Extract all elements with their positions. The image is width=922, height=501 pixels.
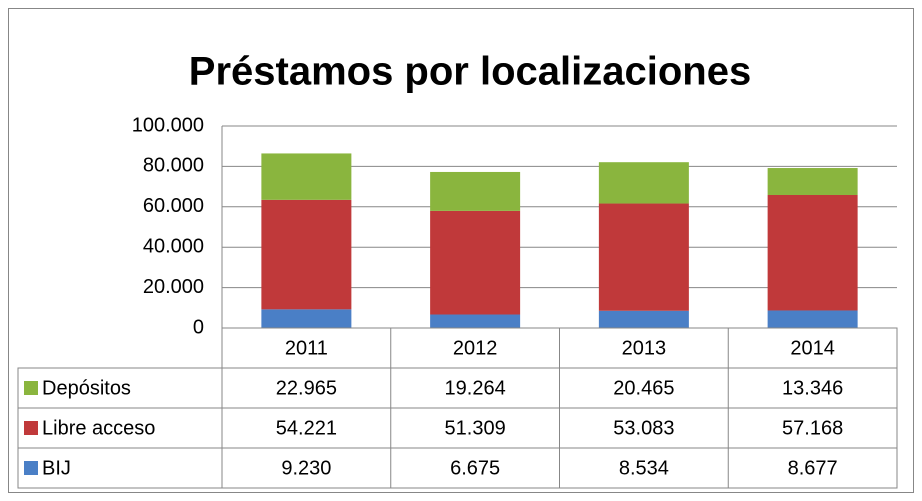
table-value: 20.465 [613,377,674,399]
table-value: 6.675 [450,457,500,479]
bar-segment [261,309,352,328]
bar-segment [767,168,858,195]
legend-label: BIJ [42,457,71,479]
y-tick-label: 80.000 [143,155,204,177]
bar-segment [430,210,521,315]
x-tick-label: 2011 [285,337,328,359]
bar-segment [430,171,521,211]
legend-label: Depósitos [42,377,131,399]
table-value: 8.677 [788,457,838,479]
legend-swatch [24,421,38,435]
y-tick-label: 20.000 [143,276,204,298]
table-value: 57.168 [782,417,843,439]
table-value: 13.346 [782,377,843,399]
legend-label: Libre acceso [42,417,155,439]
chart-title: Préstamos por localizaciones [189,50,751,94]
y-tick-label: 0 [193,316,204,338]
table-value: 53.083 [613,417,674,439]
legend-swatch [24,461,38,475]
bar-segment [261,153,352,200]
x-tick-label: 2013 [622,337,667,359]
bar-segment [767,310,858,328]
bar-segment [261,199,352,310]
table-value: 8.534 [619,457,669,479]
bar-segment [767,194,858,311]
x-tick-label: 2012 [453,337,498,359]
y-tick-label: 60.000 [143,195,204,217]
bar-segment [598,310,689,328]
table-value: 51.309 [445,417,506,439]
table-value: 22.965 [276,377,337,399]
table-value: 19.264 [445,377,506,399]
y-tick-label: 100.000 [132,114,204,136]
bar-segment [430,314,521,328]
legend-swatch [24,381,38,395]
table-value: 9.230 [281,457,331,479]
y-tick-label: 40.000 [143,235,204,257]
bar-segment [598,162,689,204]
bar-segment [598,203,689,311]
x-tick-label: 2014 [790,337,835,359]
table-value: 54.221 [276,417,337,439]
